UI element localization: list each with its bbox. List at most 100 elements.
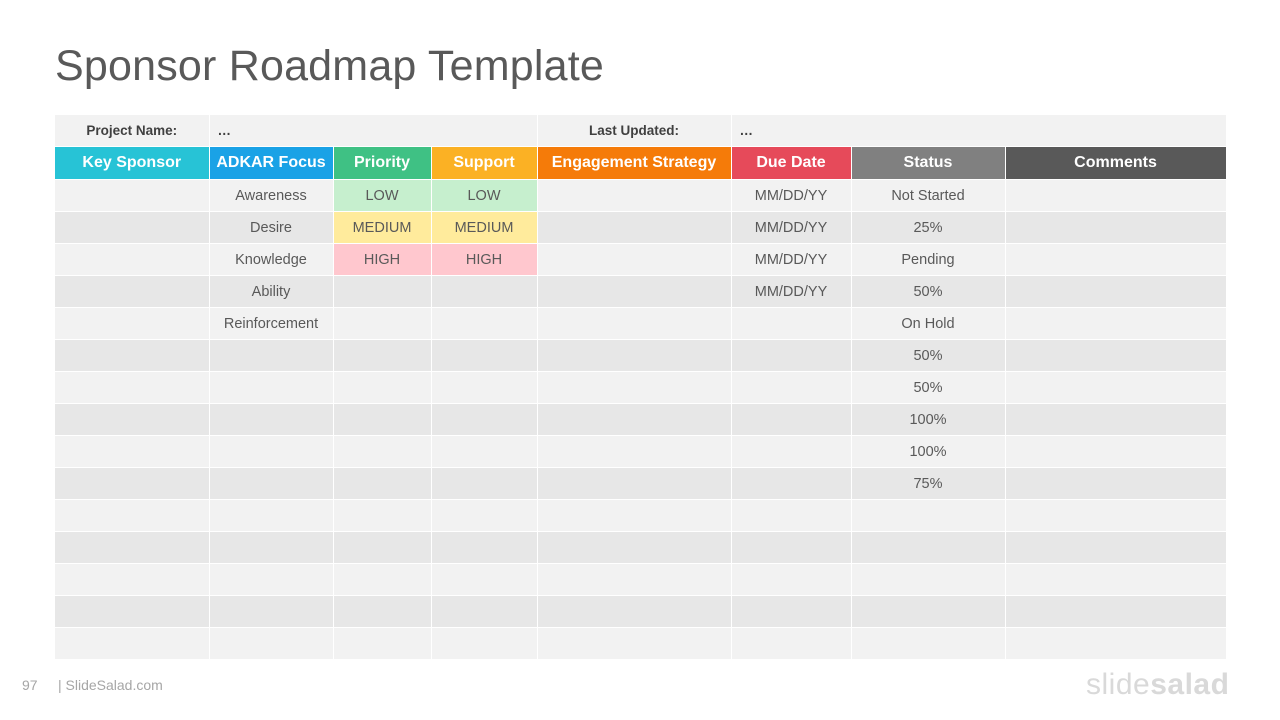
support-cell[interactable] — [431, 563, 538, 596]
due-date-cell[interactable]: MM/DD/YY — [731, 179, 852, 212]
engagement-strategy-cell[interactable] — [537, 467, 732, 500]
due-date-cell[interactable] — [731, 371, 852, 404]
comments-cell[interactable] — [1005, 435, 1227, 468]
adkar-focus-cell[interactable]: Knowledge — [209, 243, 334, 276]
support-cell[interactable] — [431, 435, 538, 468]
engagement-strategy-cell[interactable] — [537, 307, 732, 340]
comments-cell[interactable] — [1005, 307, 1227, 340]
key-sponsor-cell[interactable] — [55, 627, 210, 660]
key-sponsor-cell[interactable] — [55, 563, 210, 596]
priority-cell[interactable] — [333, 371, 432, 404]
due-date-cell[interactable] — [731, 339, 852, 372]
engagement-strategy-cell[interactable] — [537, 499, 732, 532]
support-cell[interactable]: MEDIUM — [431, 211, 538, 244]
support-cell[interactable] — [431, 499, 538, 532]
priority-cell[interactable] — [333, 531, 432, 564]
status-cell[interactable]: Pending — [851, 243, 1006, 276]
due-date-cell[interactable]: MM/DD/YY — [731, 243, 852, 276]
engagement-strategy-cell[interactable] — [537, 371, 732, 404]
status-cell[interactable] — [851, 531, 1006, 564]
support-cell[interactable] — [431, 339, 538, 372]
priority-cell[interactable]: MEDIUM — [333, 211, 432, 244]
adkar-focus-cell[interactable]: Reinforcement — [209, 307, 334, 340]
adkar-focus-cell[interactable] — [209, 531, 334, 564]
priority-cell[interactable] — [333, 627, 432, 660]
due-date-cell[interactable]: MM/DD/YY — [731, 275, 852, 308]
comments-cell[interactable] — [1005, 563, 1227, 596]
due-date-cell[interactable] — [731, 627, 852, 660]
support-cell[interactable] — [431, 467, 538, 500]
comments-cell[interactable] — [1005, 627, 1227, 660]
status-cell[interactable] — [851, 627, 1006, 660]
comments-cell[interactable] — [1005, 179, 1227, 212]
priority-cell[interactable] — [333, 563, 432, 596]
status-cell[interactable]: 25% — [851, 211, 1006, 244]
status-cell[interactable]: On Hold — [851, 307, 1006, 340]
comments-cell[interactable] — [1005, 531, 1227, 564]
due-date-cell[interactable]: MM/DD/YY — [731, 211, 852, 244]
project-name-value[interactable]: … — [209, 115, 538, 147]
key-sponsor-cell[interactable] — [55, 211, 210, 244]
status-cell[interactable]: 100% — [851, 435, 1006, 468]
status-cell[interactable]: 50% — [851, 275, 1006, 308]
priority-cell[interactable] — [333, 403, 432, 436]
key-sponsor-cell[interactable] — [55, 179, 210, 212]
key-sponsor-cell[interactable] — [55, 403, 210, 436]
key-sponsor-cell[interactable] — [55, 339, 210, 372]
comments-cell[interactable] — [1005, 243, 1227, 276]
engagement-strategy-cell[interactable] — [537, 275, 732, 308]
comments-cell[interactable] — [1005, 499, 1227, 532]
priority-cell[interactable] — [333, 467, 432, 500]
priority-cell[interactable]: LOW — [333, 179, 432, 212]
comments-cell[interactable] — [1005, 403, 1227, 436]
priority-cell[interactable] — [333, 595, 432, 628]
adkar-focus-cell[interactable] — [209, 339, 334, 372]
engagement-strategy-cell[interactable] — [537, 595, 732, 628]
status-cell[interactable]: 100% — [851, 403, 1006, 436]
adkar-focus-cell[interactable]: Ability — [209, 275, 334, 308]
key-sponsor-cell[interactable] — [55, 275, 210, 308]
support-cell[interactable]: HIGH — [431, 243, 538, 276]
due-date-cell[interactable] — [731, 435, 852, 468]
last-updated-value[interactable]: … — [731, 115, 1227, 147]
engagement-strategy-cell[interactable] — [537, 627, 732, 660]
priority-cell[interactable]: HIGH — [333, 243, 432, 276]
engagement-strategy-cell[interactable] — [537, 339, 732, 372]
due-date-cell[interactable] — [731, 403, 852, 436]
adkar-focus-cell[interactable] — [209, 467, 334, 500]
comments-cell[interactable] — [1005, 467, 1227, 500]
support-cell[interactable]: LOW — [431, 179, 538, 212]
comments-cell[interactable] — [1005, 339, 1227, 372]
comments-cell[interactable] — [1005, 595, 1227, 628]
key-sponsor-cell[interactable] — [55, 595, 210, 628]
priority-cell[interactable] — [333, 307, 432, 340]
adkar-focus-cell[interactable]: Desire — [209, 211, 334, 244]
engagement-strategy-cell[interactable] — [537, 403, 732, 436]
adkar-focus-cell[interactable] — [209, 627, 334, 660]
adkar-focus-cell[interactable] — [209, 499, 334, 532]
adkar-focus-cell[interactable] — [209, 403, 334, 436]
adkar-focus-cell[interactable] — [209, 563, 334, 596]
due-date-cell[interactable] — [731, 307, 852, 340]
adkar-focus-cell[interactable] — [209, 371, 334, 404]
support-cell[interactable] — [431, 595, 538, 628]
adkar-focus-cell[interactable]: Awareness — [209, 179, 334, 212]
key-sponsor-cell[interactable] — [55, 467, 210, 500]
status-cell[interactable] — [851, 595, 1006, 628]
key-sponsor-cell[interactable] — [55, 371, 210, 404]
comments-cell[interactable] — [1005, 371, 1227, 404]
priority-cell[interactable] — [333, 499, 432, 532]
adkar-focus-cell[interactable] — [209, 595, 334, 628]
key-sponsor-cell[interactable] — [55, 307, 210, 340]
engagement-strategy-cell[interactable] — [537, 563, 732, 596]
key-sponsor-cell[interactable] — [55, 243, 210, 276]
due-date-cell[interactable] — [731, 499, 852, 532]
engagement-strategy-cell[interactable] — [537, 435, 732, 468]
status-cell[interactable]: 75% — [851, 467, 1006, 500]
priority-cell[interactable] — [333, 435, 432, 468]
key-sponsor-cell[interactable] — [55, 531, 210, 564]
due-date-cell[interactable] — [731, 563, 852, 596]
key-sponsor-cell[interactable] — [55, 435, 210, 468]
status-cell[interactable] — [851, 563, 1006, 596]
support-cell[interactable] — [431, 307, 538, 340]
